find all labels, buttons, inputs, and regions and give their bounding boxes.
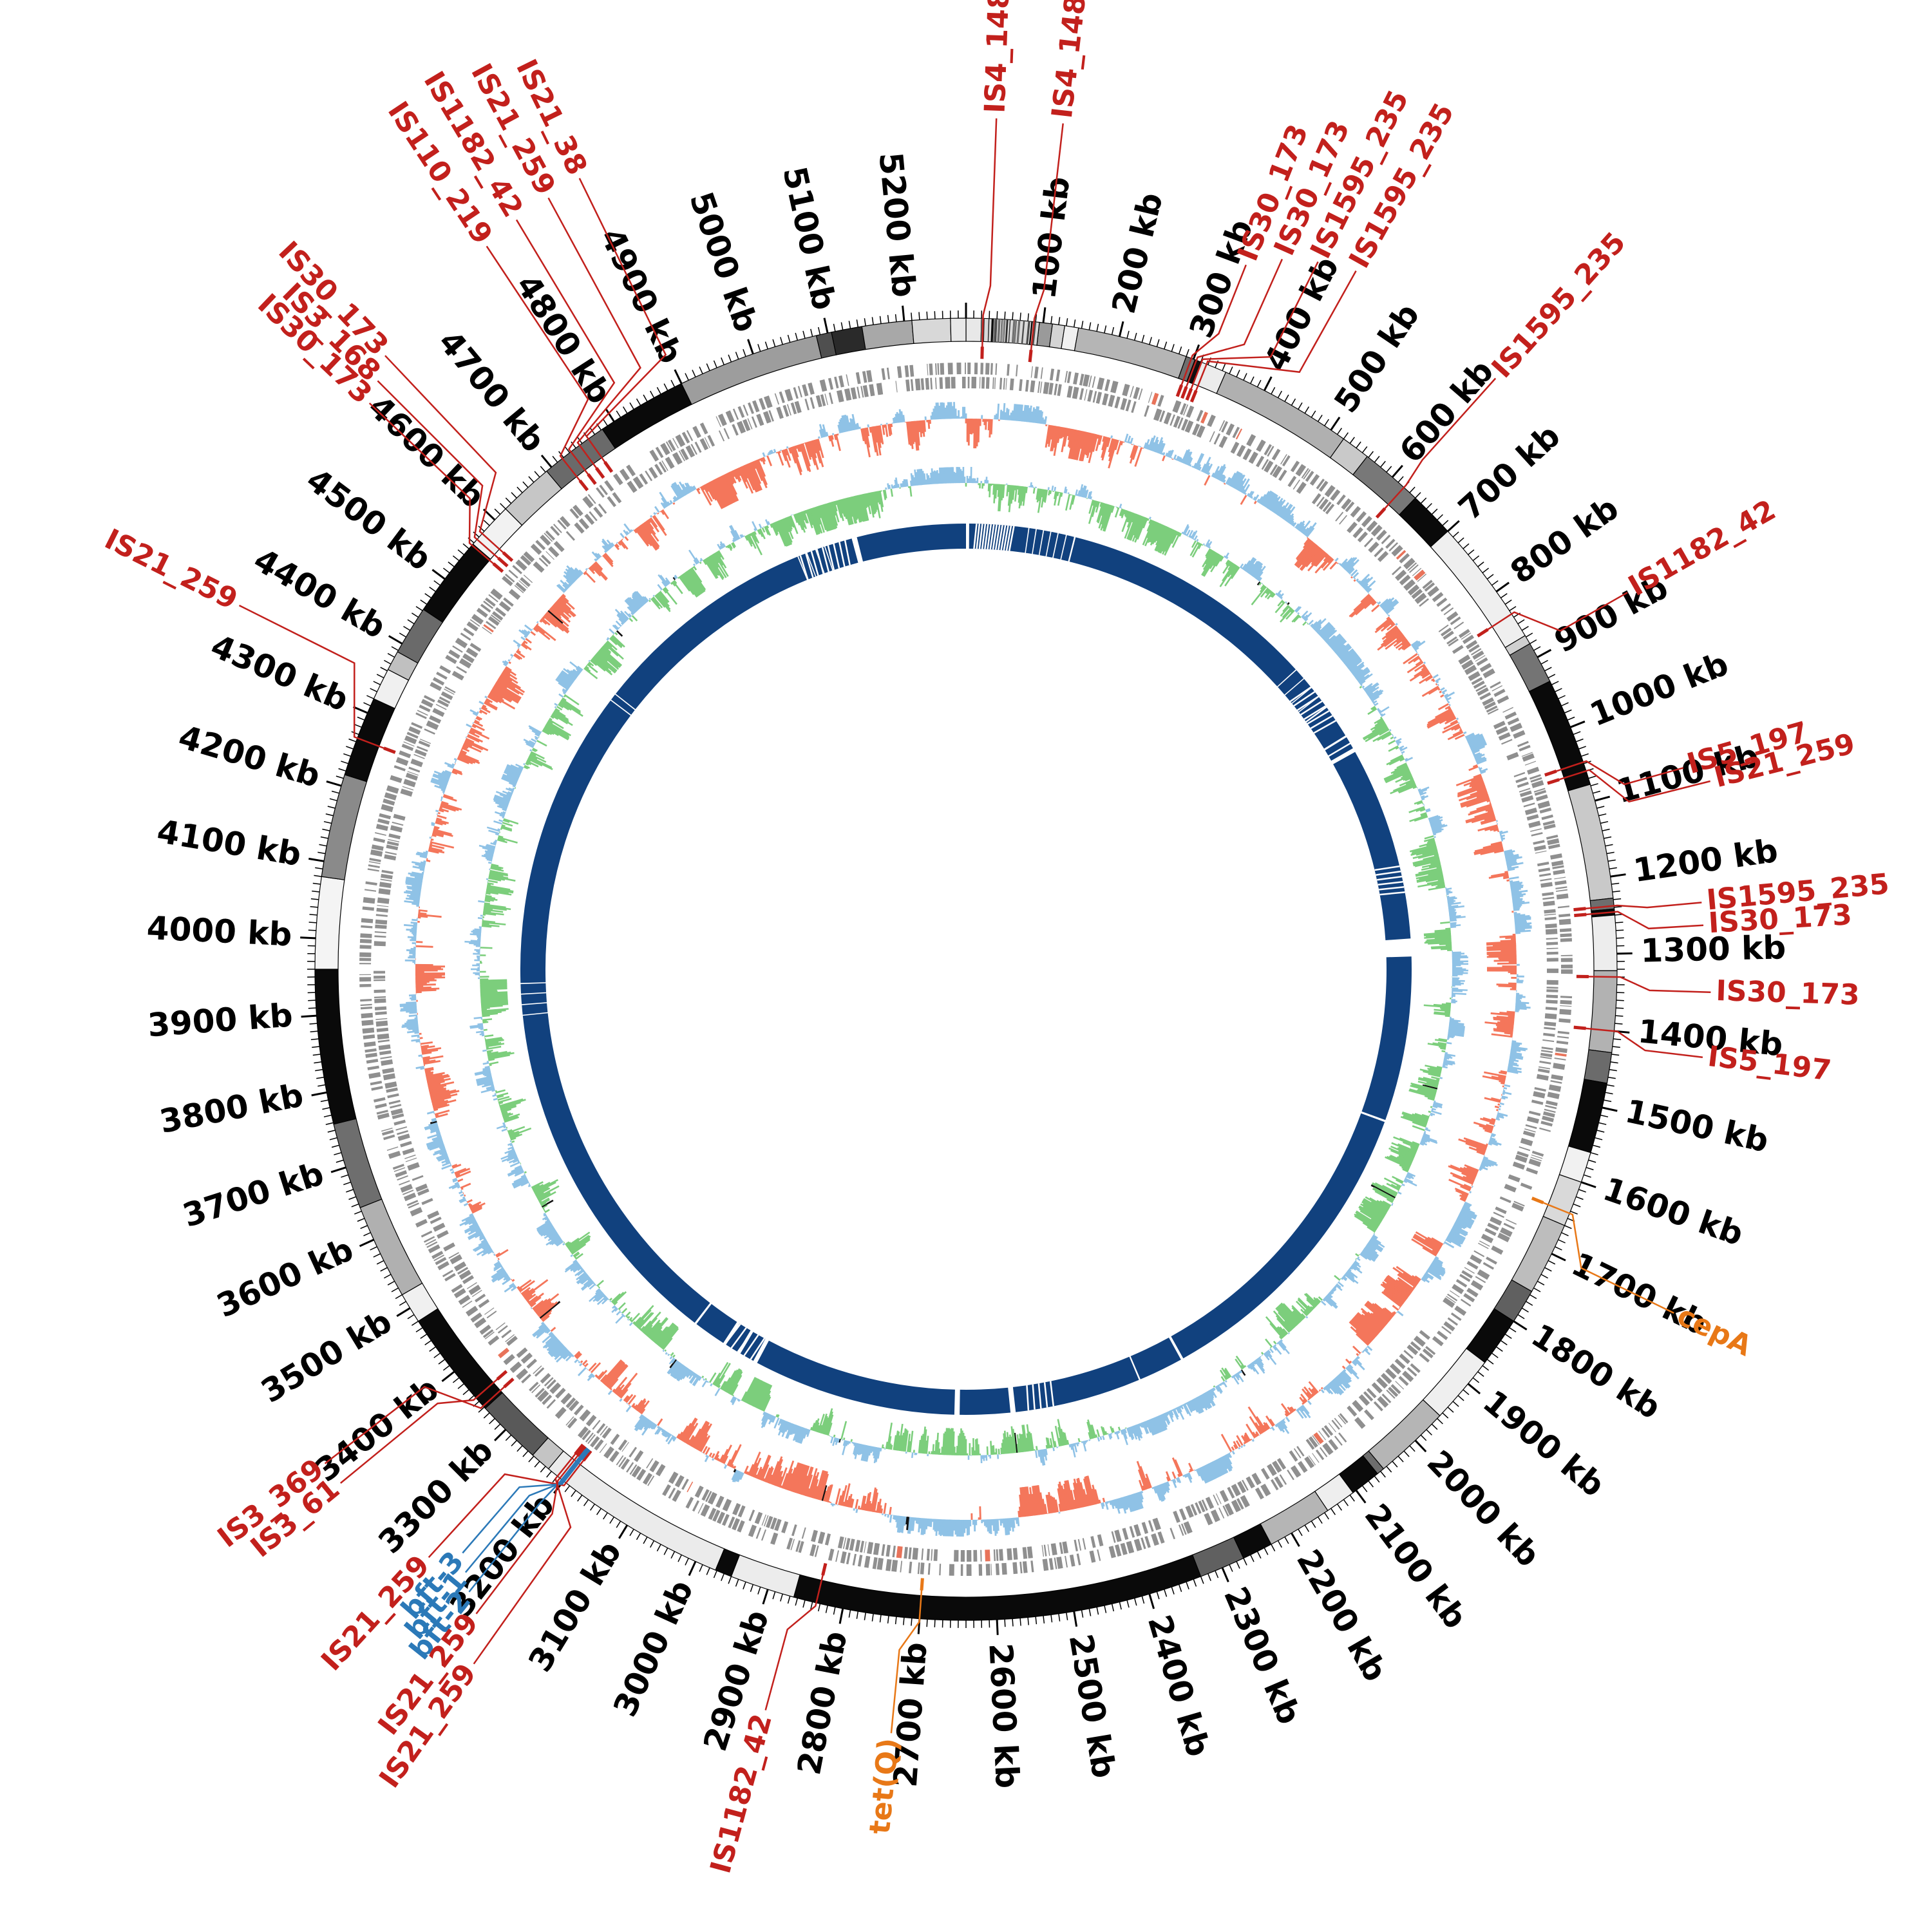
leader-line-bft-3 — [462, 1451, 589, 1554]
scale-tick-label: 500 kb — [1327, 297, 1426, 420]
gene-label-IS30_173: IS30_173 — [1716, 974, 1861, 1012]
leader-line-IS21_259 — [473, 1446, 582, 1665]
scale-tick-label: 4100 kb — [155, 813, 304, 874]
leader-line-IS30_173 — [384, 355, 511, 560]
scale-tick-label: 2000 kb — [1420, 1443, 1548, 1574]
scale-tick-label: 4000 kb — [146, 909, 293, 954]
leader-line-IS21_259 — [428, 1452, 591, 1558]
leader-line-IS1182_42 — [764, 1566, 826, 1710]
gene-label-IS21_259: IS21_259 — [99, 523, 242, 616]
scale-tick-label: 2500 kb — [1062, 1631, 1123, 1781]
leader-line-IS21_259 — [475, 1448, 585, 1615]
scale-tick-label: 5200 kb — [872, 151, 923, 299]
scale-tick-label: 4800 kb — [509, 268, 619, 410]
leader-line-IS1595_235 — [1378, 377, 1497, 516]
leader-line-IS1595_235 — [1576, 902, 1702, 911]
leader-line-IS30_173 — [368, 402, 502, 571]
scale-tick-label: 3000 kb — [606, 1575, 701, 1722]
scale-tick-label: 5000 kb — [682, 187, 765, 337]
scale-tick-label: 2200 kb — [1289, 1543, 1394, 1687]
leader-line-IS3_61 — [340, 1372, 506, 1484]
leader-line-IS3_168 — [377, 380, 506, 565]
leader-line-IS110_219 — [486, 245, 589, 489]
scale-tick-label: 1300 kb — [1640, 929, 1786, 969]
leader-line-IS4_148 — [981, 118, 998, 357]
scale-tick-label: 800 kb — [1504, 489, 1625, 591]
scale-tick-label: 200 kb — [1105, 189, 1170, 317]
scale-ticks — [300, 303, 1633, 1635]
leader-line-IS3_369 — [324, 1379, 512, 1464]
scale-tick-label: 1500 kb — [1622, 1092, 1772, 1160]
scale-tick-label: 3300 kb — [371, 1432, 500, 1561]
scale-tick-label: 3800 kb — [156, 1076, 307, 1141]
track1-histogram — [399, 402, 1532, 1537]
scale-tick-label: 4400 kb — [247, 541, 392, 646]
scale-tick-label: 4700 kb — [431, 323, 552, 459]
scale-tick-label: 3900 kb — [146, 996, 294, 1044]
leader-line-IS30_173 — [1182, 258, 1283, 397]
annotation-leader-lines — [238, 118, 1711, 1734]
scale-tick-label: 2600 kb — [981, 1642, 1026, 1789]
leader-line-cepA — [1534, 1198, 1674, 1314]
leader-line-bft-1 — [464, 1450, 587, 1573]
leader-line-IS21_259 — [238, 604, 393, 753]
scale-tick-label: 600 kb — [1392, 353, 1501, 470]
genes-reverse-ring — [373, 376, 1559, 1562]
contig-ring — [314, 317, 1618, 1621]
scale-tick-label: 100 kb — [1025, 175, 1077, 301]
gene-label-IS5_197: IS5_197 — [1706, 1040, 1833, 1088]
scale-tick-label: 1000 kb — [1585, 645, 1734, 734]
track2-histogram — [464, 466, 1469, 1466]
scale-tick-label: 2300 kb — [1217, 1582, 1308, 1730]
gene-label-IS4_148: IS4_148 — [979, 0, 1016, 114]
scale-tick-label: 4600 kb — [361, 388, 492, 516]
leader-line-IS21_259 — [1549, 769, 1711, 803]
scale-tick-label: 3600 kb — [211, 1231, 359, 1325]
genes-forward-ring — [359, 362, 1573, 1577]
scale-tick-label: 1900 kb — [1476, 1383, 1612, 1504]
leader-line-IS21_38 — [578, 178, 667, 471]
scale-tick-label: 2400 kb — [1141, 1611, 1217, 1761]
scale-tick-label: 2100 kb — [1358, 1497, 1475, 1636]
leader-line-tet(Q) — [890, 1580, 923, 1734]
scale-tick-label: 700 kb — [1452, 417, 1567, 527]
leader-line-IS1182_42 — [1479, 592, 1628, 636]
scale-tick-label: 4900 kb — [593, 222, 690, 369]
leader-line-IS1182_42 — [515, 219, 616, 483]
leader-line-IS30_173 — [1577, 911, 1704, 930]
leader-line-IS30_173 — [1578, 976, 1711, 994]
leader-line-IS1595_235 — [1191, 270, 1357, 400]
scale-tick-label: 5100 kb — [775, 164, 843, 314]
scale-tick-label: 3700 kb — [178, 1155, 328, 1235]
scale-tick-label: 1800 kb — [1525, 1316, 1667, 1426]
alignment-ring — [520, 524, 1412, 1415]
gene-label-IS1595_235: IS1595_235 — [1486, 226, 1633, 384]
leader-line-IS30_173 — [1177, 264, 1247, 395]
gene-label-tet(Q): tet(Q) — [864, 1737, 905, 1836]
leader-line-IS5_197 — [1547, 760, 1684, 786]
scale-tick-label: 4200 kb — [175, 718, 325, 795]
scale-tick-label: 4300 kb — [205, 627, 354, 719]
leader-line-bft-2 — [468, 1449, 586, 1593]
scale-tick-label: 4500 kb — [299, 461, 438, 578]
scale-tick-label: 3500 kb — [255, 1303, 399, 1410]
gene-label-IS1182_42: IS1182_42 — [1623, 493, 1781, 603]
leader-line-IS1595_235 — [1187, 261, 1319, 398]
scale-tick-label: 1600 kb — [1598, 1170, 1748, 1253]
gene-label-cepA: cepA — [1672, 1299, 1757, 1363]
gene-label-IS4_148: IS4_148 — [1046, 0, 1093, 120]
leader-line-IS5_197 — [1576, 1027, 1703, 1059]
leader-line-IS4_148 — [1029, 123, 1064, 360]
scale-tick-label: 2800 kb — [790, 1628, 855, 1778]
scale-tick-label: 3100 kb — [521, 1535, 629, 1678]
leader-line-IS21_259 — [547, 197, 641, 477]
